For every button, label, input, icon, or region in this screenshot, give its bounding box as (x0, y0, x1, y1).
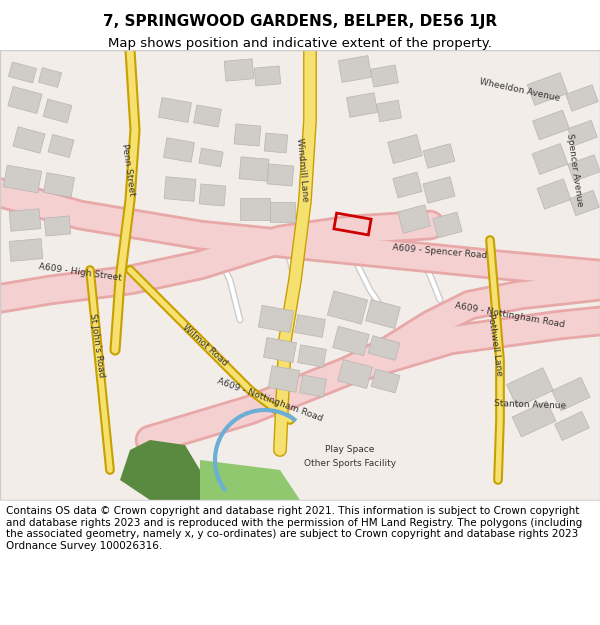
Bar (254, 66, 281, 86)
Bar (8, 86, 42, 114)
Bar (224, 59, 254, 81)
Bar (9, 239, 43, 261)
Bar (264, 133, 288, 153)
Bar (552, 378, 590, 411)
Bar (4, 165, 41, 193)
Bar (537, 179, 571, 209)
Bar (158, 98, 191, 122)
Text: A609 - Spencer Road: A609 - Spencer Road (392, 243, 488, 261)
Text: Contains OS data © Crown copyright and database right 2021. This information is : Contains OS data © Crown copyright and d… (6, 506, 582, 551)
Bar (388, 134, 422, 164)
Bar (371, 65, 398, 87)
Bar (9, 209, 41, 231)
Text: 7, SPRINGWOOD GARDENS, BELPER, DE56 1JR: 7, SPRINGWOOD GARDENS, BELPER, DE56 1JR (103, 14, 497, 29)
Bar (527, 72, 568, 106)
Bar (194, 105, 221, 127)
Bar (199, 148, 223, 167)
Text: Windmill Lane: Windmill Lane (295, 138, 309, 202)
Bar (38, 68, 62, 88)
Bar (199, 184, 226, 206)
Bar (368, 336, 400, 361)
Bar (295, 315, 325, 338)
Bar (163, 138, 194, 162)
Bar (44, 216, 71, 236)
Bar (239, 157, 269, 181)
Bar (377, 100, 401, 122)
Text: Penn Street: Penn Street (120, 143, 136, 197)
Polygon shape (200, 460, 300, 500)
Polygon shape (0, 50, 600, 500)
Bar (568, 155, 600, 181)
Bar (338, 359, 373, 389)
Bar (164, 177, 196, 201)
Text: St John's Road: St John's Road (88, 312, 106, 378)
Bar (568, 120, 598, 146)
Bar (338, 56, 371, 82)
Bar (365, 299, 400, 329)
Bar (371, 369, 400, 393)
Bar (298, 345, 326, 367)
Bar (270, 202, 295, 222)
Text: A609 - High Street: A609 - High Street (38, 262, 122, 282)
Bar (532, 144, 568, 174)
Bar (332, 326, 370, 356)
Text: Play Space: Play Space (325, 446, 374, 454)
Bar (263, 338, 296, 362)
Text: Wilmot Road: Wilmot Road (181, 322, 229, 368)
Bar (423, 144, 455, 168)
Bar (328, 291, 368, 324)
Bar (393, 172, 422, 198)
Bar (13, 127, 45, 153)
Text: Pothwell Lane: Pothwell Lane (486, 313, 504, 377)
Bar (43, 99, 72, 123)
Text: Map shows position and indicative extent of the property.: Map shows position and indicative extent… (108, 38, 492, 51)
Bar (268, 366, 299, 392)
Bar (234, 124, 261, 146)
Text: A609 - Nottingham Road: A609 - Nottingham Road (216, 377, 324, 423)
Bar (8, 62, 37, 83)
Bar (240, 198, 270, 220)
Bar (554, 411, 589, 441)
Bar (299, 375, 326, 397)
Bar (48, 134, 74, 158)
Bar (346, 92, 377, 118)
Text: A609 - Nottingham Road: A609 - Nottingham Road (454, 301, 566, 329)
Text: Stanton Avenue: Stanton Avenue (494, 399, 566, 411)
Text: Other Sports Facility: Other Sports Facility (304, 459, 396, 469)
Bar (398, 205, 430, 233)
Bar (267, 164, 294, 186)
Bar (334, 213, 371, 235)
Bar (533, 110, 569, 140)
Bar (259, 306, 293, 332)
Text: Wheeldon Avenue: Wheeldon Avenue (479, 77, 561, 103)
Bar (566, 85, 598, 111)
Bar (569, 190, 599, 216)
Polygon shape (120, 440, 200, 500)
Bar (512, 401, 556, 437)
Bar (506, 368, 553, 408)
Text: Spencer Avenue: Spencer Avenue (565, 132, 584, 208)
Bar (423, 177, 455, 203)
Bar (433, 212, 462, 238)
Bar (43, 173, 74, 198)
